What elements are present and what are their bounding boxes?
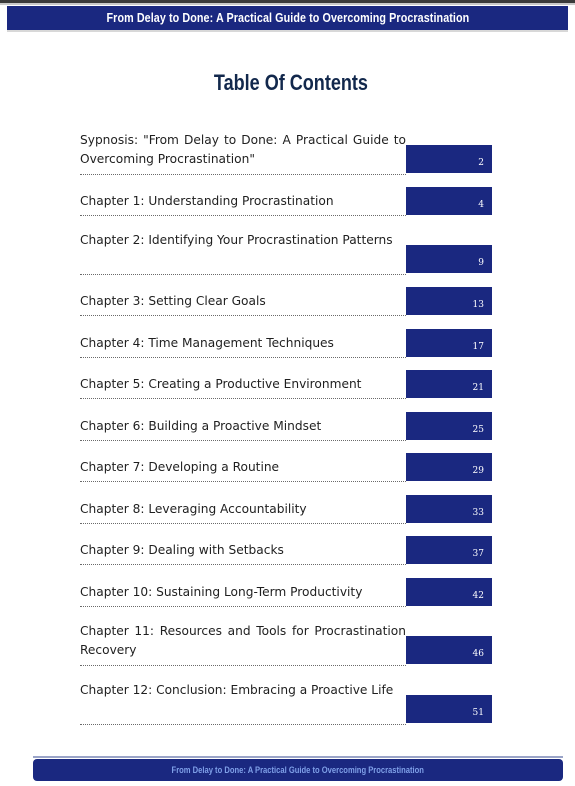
toc-page-number: 37 <box>472 549 484 559</box>
toc-page-number: 51 <box>472 708 484 718</box>
toc-entry-title: Sypnosis: "From Delay to Done: A Practic… <box>80 133 406 166</box>
toc-page-box: 33 <box>406 495 492 523</box>
toc-entry-title: Chapter 11: Resources and Tools for Proc… <box>80 624 406 657</box>
toc-entry-title: Chapter 9: Dealing with Setbacks <box>80 543 284 557</box>
toc-entry-title: Chapter 7: Developing a Routine <box>80 460 280 474</box>
toc-entry-title: Chapter 12: Conclusion: Embracing a Proa… <box>80 683 394 697</box>
toc-page-box: 2 <box>406 145 492 173</box>
toc-page-box: 29 <box>406 453 492 481</box>
toc-page-box: 37 <box>406 536 492 564</box>
toc-entry-title: Chapter 4: Time Management Techniques <box>80 336 334 350</box>
toc-entry-title: Chapter 5: Creating a Productive Environ… <box>80 377 362 391</box>
toc-page-number: 29 <box>472 466 484 476</box>
footer-banner: From Delay to Done: A Practical Guide to… <box>33 759 563 781</box>
toc-entry-title: Chapter 8: Leveraging Accountability <box>80 502 307 516</box>
toc-page-box: 21 <box>406 370 492 398</box>
toc-entry-title: Chapter 10: Sustaining Long-Term Product… <box>80 585 363 599</box>
toc-page-number: 21 <box>472 383 484 393</box>
toc-dotted-leader <box>80 665 406 666</box>
toc-dotted-leader <box>80 357 406 358</box>
toc-dotted-leader <box>80 315 406 316</box>
header-title: From Delay to Done: A Practical Guide to… <box>106 11 469 25</box>
toc-page-box: 13 <box>406 287 492 315</box>
toc-dotted-leader <box>80 606 406 607</box>
window-top-shadow <box>0 3 575 5</box>
toc-dotted-leader <box>80 724 406 725</box>
toc-page-box: 42 <box>406 578 492 606</box>
toc-dotted-leader <box>80 398 406 399</box>
toc-page-box: 4 <box>406 187 492 215</box>
header-banner: From Delay to Done: A Practical Guide to… <box>7 6 568 30</box>
footer-title: From Delay to Done: A Practical Guide to… <box>171 764 425 776</box>
toc-dotted-leader <box>80 440 406 441</box>
toc-dotted-leader <box>80 274 406 275</box>
toc-page-number: 33 <box>472 508 484 518</box>
toc-page-box: 51 <box>406 695 492 723</box>
toc-page-number: 4 <box>478 200 484 210</box>
toc-page-number: 9 <box>478 258 484 268</box>
toc-entry-title: Chapter 2: Identifying Your Procrastinat… <box>80 233 393 247</box>
toc-page-number: 46 <box>472 649 484 659</box>
toc-page-number: 13 <box>472 300 484 310</box>
toc-dotted-leader <box>80 481 406 482</box>
toc-dotted-leader <box>80 174 406 175</box>
toc-entry-title: Chapter 1: Understanding Procrastination <box>80 194 334 208</box>
toc-dotted-leader <box>80 564 406 565</box>
toc-page-box: 17 <box>406 329 492 357</box>
toc-entry-title: Chapter 3: Setting Clear Goals <box>80 294 266 308</box>
toc-page-box: 25 <box>406 412 492 440</box>
toc-dotted-leader <box>80 523 406 524</box>
toc-page-box: 9 <box>406 245 492 273</box>
window-top-edge <box>0 0 575 3</box>
toc-heading: Table Of Contents <box>0 70 575 96</box>
toc-page-number: 17 <box>472 342 484 352</box>
toc-page-number: 42 <box>472 591 484 601</box>
toc-dotted-leader <box>80 215 406 216</box>
toc-page-box: 46 <box>406 636 492 664</box>
toc-heading-text: Table Of Contents <box>213 70 369 95</box>
toc-page-number: 25 <box>472 425 484 435</box>
toc-entry-title: Chapter 6: Building a Proactive Mindset <box>80 419 322 433</box>
header-shadow <box>7 30 568 32</box>
toc-page-number: 2 <box>478 158 484 168</box>
footer-rule <box>33 756 563 758</box>
